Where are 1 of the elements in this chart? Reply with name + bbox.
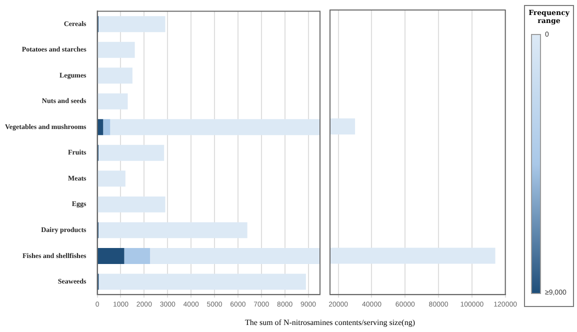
x-axis-title: The sum of N-nitrosamines contents/serving size(ng) (244, 318, 416, 327)
